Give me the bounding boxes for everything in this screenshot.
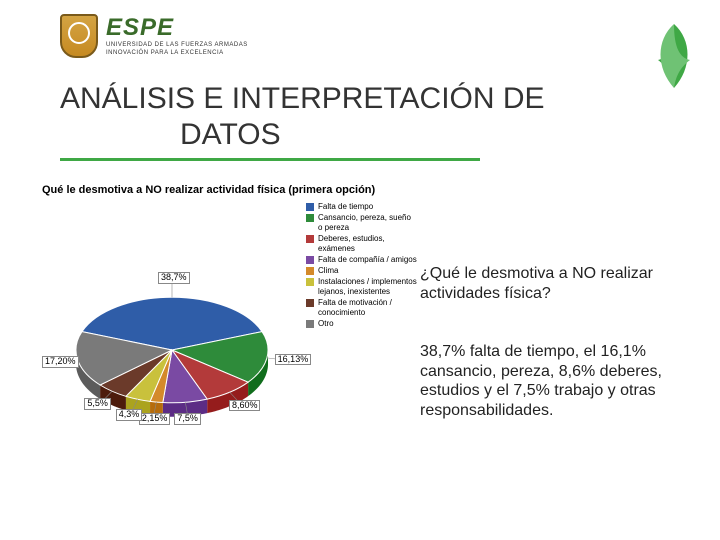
legend-item: Falta de compañía / amigos	[306, 255, 417, 265]
legend-label: Falta de motivación / conocimiento	[318, 298, 392, 318]
chart-title: Qué le desmotiva a NO realizar actividad…	[42, 184, 375, 196]
answer-text: 38,7% falta de tiempo, el 16,1% cansanci…	[420, 342, 684, 420]
question-text: ¿Qué le desmotiva a NO realizar activida…	[420, 264, 680, 303]
legend-item: Falta de tiempo	[306, 202, 417, 212]
legend-item: Otro	[306, 319, 417, 329]
legend-swatch	[306, 214, 314, 222]
legend-label: Falta de tiempo	[318, 202, 373, 212]
legend-swatch	[306, 278, 314, 286]
pct-label: 5,5%	[84, 398, 111, 410]
logo: ESPE UNIVERSIDAD DE LAS FUERZAS ARMADAS …	[60, 14, 248, 58]
legend-label: Clima	[318, 266, 338, 276]
legend-label: Falta de compañía / amigos	[318, 255, 417, 265]
legend-item: Instalaciones / implementos lejanos, ine…	[306, 277, 417, 297]
legend-label: Otro	[318, 319, 334, 329]
pct-label: 7,5%	[174, 413, 201, 425]
legend-swatch	[306, 203, 314, 211]
title-underline	[60, 158, 480, 161]
legend-item: Clima	[306, 266, 417, 276]
legend-swatch	[306, 267, 314, 275]
logo-tag: INNOVACIÓN PARA LA EXCELENCIA	[106, 50, 248, 56]
pct-label: 4,3%	[116, 409, 143, 421]
pct-label: 2,15%	[139, 413, 171, 425]
legend-swatch	[306, 320, 314, 328]
logo-text: ESPE UNIVERSIDAD DE LAS FUERZAS ARMADAS …	[106, 16, 248, 56]
legend-swatch	[306, 256, 314, 264]
logo-main: ESPE	[106, 16, 248, 40]
pct-label: 38,7%	[158, 272, 190, 284]
legend-label: Cansancio, pereza, sueño o pereza	[318, 213, 411, 233]
pie-chart: 38,7%16,13%8,60%7,5%2,15%4,3%5,5%17,20%	[42, 220, 300, 478]
chart-legend: Falta de tiempoCansancio, pereza, sueño …	[306, 202, 417, 330]
legend-item: Deberes, estudios, exámenes	[306, 234, 417, 254]
legend-item: Cansancio, pereza, sueño o pereza	[306, 213, 417, 233]
page-title-line2: DATOS	[180, 118, 281, 152]
legend-swatch	[306, 235, 314, 243]
pct-label: 17,20%	[42, 356, 79, 368]
legend-label: Instalaciones / implementos lejanos, ine…	[318, 277, 417, 297]
legend-label: Deberes, estudios, exámenes	[318, 234, 385, 254]
legend-item: Falta de motivación / conocimiento	[306, 298, 417, 318]
logo-sub: UNIVERSIDAD DE LAS FUERZAS ARMADAS	[106, 42, 248, 48]
legend-swatch	[306, 299, 314, 307]
page-title-line1: ANÁLISIS E INTERPRETACIÓN DE	[60, 82, 545, 116]
pct-label: 8,60%	[229, 400, 261, 412]
pct-label: 16,13%	[275, 354, 312, 366]
leaf-icon	[652, 24, 696, 88]
logo-crest-icon	[60, 14, 98, 58]
